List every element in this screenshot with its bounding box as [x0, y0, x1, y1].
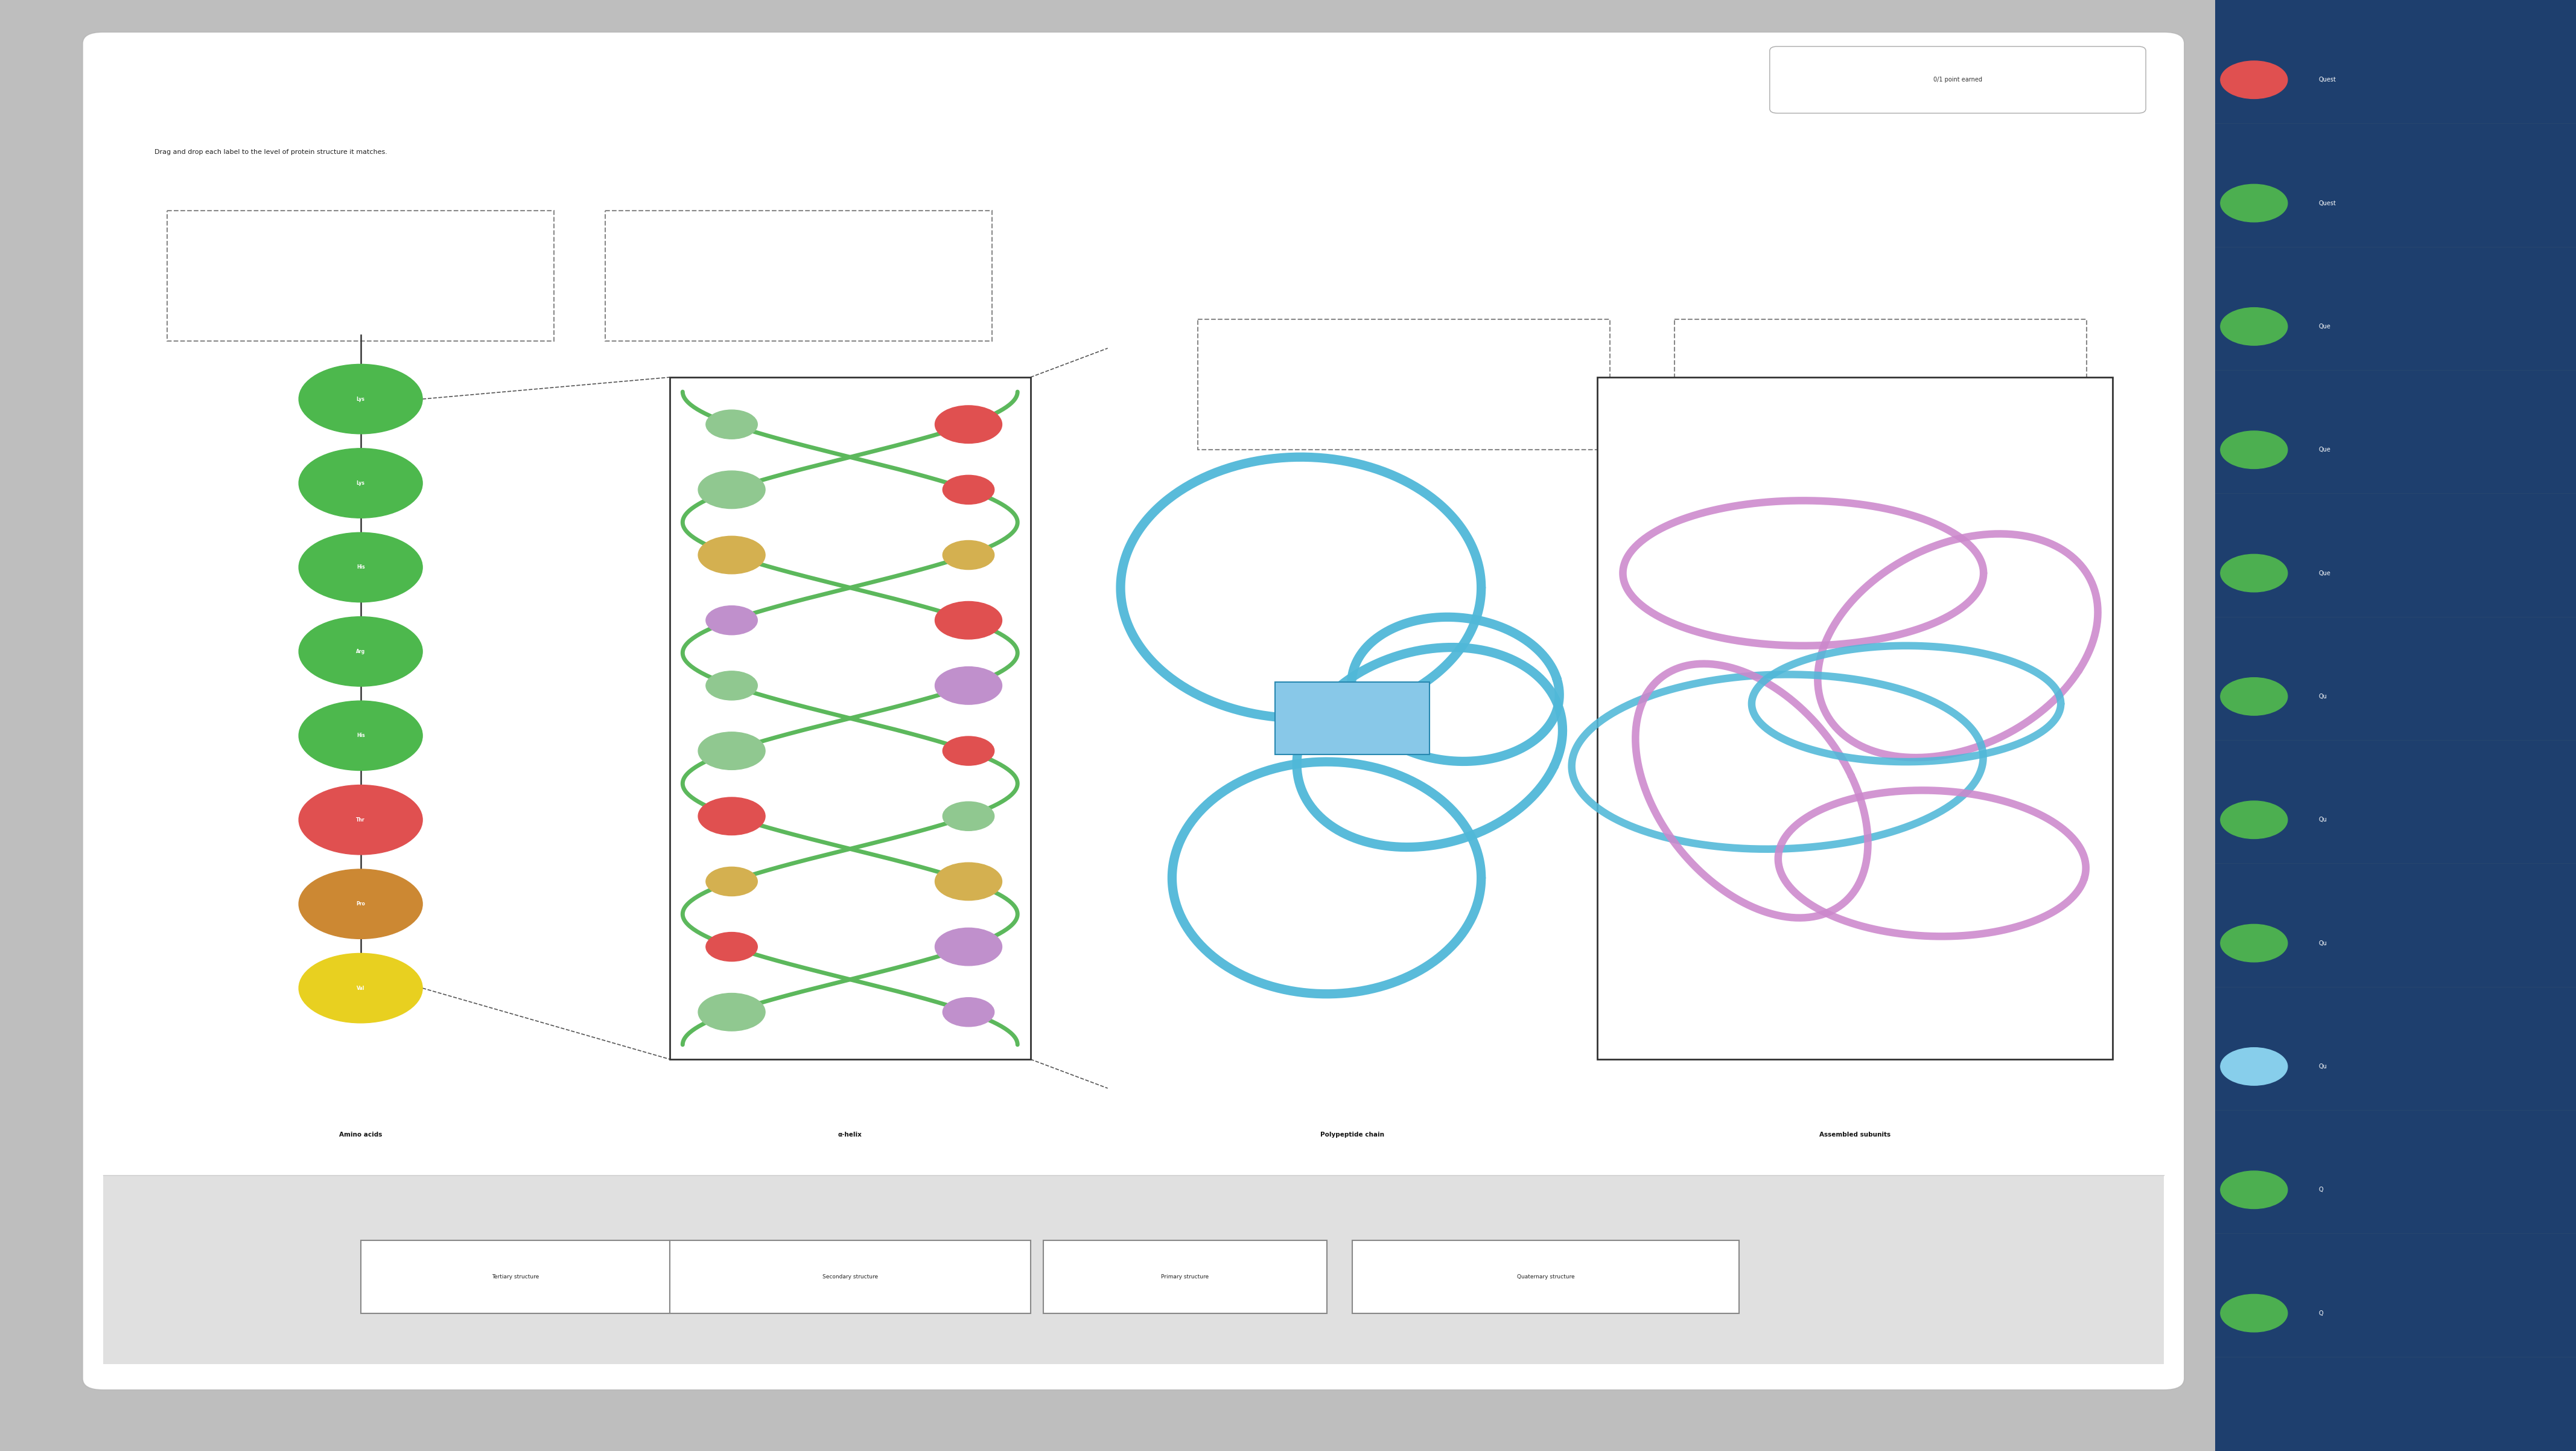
- Text: 0/1 point earned: 0/1 point earned: [1935, 77, 1981, 83]
- Circle shape: [299, 533, 422, 602]
- Bar: [670, 1241, 1030, 1313]
- Text: Qu: Qu: [2318, 817, 2326, 823]
- Circle shape: [2221, 184, 2287, 222]
- Text: Amino acids: Amino acids: [340, 1132, 381, 1138]
- Text: Q: Q: [2318, 1187, 2324, 1193]
- Text: Assembled subunits: Assembled subunits: [1819, 1132, 1891, 1138]
- Circle shape: [943, 540, 994, 569]
- Circle shape: [2221, 431, 2287, 469]
- Circle shape: [2221, 801, 2287, 839]
- Circle shape: [706, 607, 757, 636]
- Bar: [605, 210, 992, 341]
- Circle shape: [935, 862, 1002, 900]
- Text: Que: Que: [2318, 570, 2331, 576]
- Circle shape: [706, 866, 757, 895]
- Text: Que: Que: [2318, 447, 2331, 453]
- Text: Lys: Lys: [355, 396, 366, 402]
- Circle shape: [935, 405, 1002, 444]
- Circle shape: [935, 929, 1002, 966]
- Bar: [1275, 682, 1430, 755]
- Bar: [103, 1175, 2164, 1364]
- Circle shape: [2221, 1171, 2287, 1209]
- Bar: [1043, 1241, 1327, 1313]
- Text: Quest: Quest: [2318, 200, 2336, 206]
- Circle shape: [698, 992, 765, 1030]
- Text: Pro: Pro: [355, 901, 366, 907]
- Circle shape: [698, 798, 765, 834]
- Circle shape: [2221, 1048, 2287, 1085]
- Circle shape: [935, 666, 1002, 704]
- Circle shape: [299, 953, 422, 1023]
- Circle shape: [935, 601, 1002, 638]
- Circle shape: [299, 364, 422, 434]
- Circle shape: [2221, 61, 2287, 99]
- Circle shape: [698, 535, 765, 573]
- Text: Tertiary structure: Tertiary structure: [492, 1274, 538, 1280]
- Circle shape: [2221, 924, 2287, 962]
- Circle shape: [943, 998, 994, 1027]
- Circle shape: [943, 476, 994, 503]
- Text: Quest: Quest: [2318, 77, 2336, 83]
- Circle shape: [943, 736, 994, 766]
- Circle shape: [299, 701, 422, 770]
- Circle shape: [299, 785, 422, 855]
- Circle shape: [706, 932, 757, 961]
- Circle shape: [698, 470, 765, 508]
- Circle shape: [299, 869, 422, 939]
- Bar: [670, 377, 1030, 1059]
- Bar: [1352, 1241, 1739, 1313]
- Text: Quaternary structure: Quaternary structure: [1517, 1274, 1574, 1280]
- Circle shape: [299, 448, 422, 518]
- Text: Que: Que: [2318, 324, 2331, 329]
- Circle shape: [698, 731, 765, 769]
- Circle shape: [706, 409, 757, 438]
- Circle shape: [706, 670, 757, 699]
- Text: Drag and drop each label to the level of protein structure it matches.: Drag and drop each label to the level of…: [155, 149, 386, 155]
- Text: Qu: Qu: [2318, 1064, 2326, 1069]
- Circle shape: [299, 617, 422, 686]
- Bar: [167, 210, 554, 341]
- Text: Polypeptide chain: Polypeptide chain: [1321, 1132, 1383, 1138]
- Text: Secondary structure: Secondary structure: [822, 1274, 878, 1280]
- Circle shape: [2221, 1294, 2287, 1332]
- Text: His: His: [355, 564, 366, 570]
- Text: Qu: Qu: [2318, 940, 2326, 946]
- Text: Q: Q: [2318, 1310, 2324, 1316]
- Circle shape: [2221, 308, 2287, 345]
- FancyBboxPatch shape: [1770, 46, 2146, 113]
- Text: Thr: Thr: [355, 817, 366, 823]
- Circle shape: [2221, 554, 2287, 592]
- FancyBboxPatch shape: [82, 32, 2184, 1390]
- Text: Qu: Qu: [2318, 694, 2326, 699]
- Bar: [1674, 319, 2087, 450]
- Bar: [2215, 0, 2576, 1451]
- Text: α-helix: α-helix: [837, 1132, 863, 1138]
- Text: Primary structure: Primary structure: [1162, 1274, 1208, 1280]
- Text: His: His: [355, 733, 366, 739]
- Text: Arg: Arg: [355, 649, 366, 654]
- Circle shape: [2221, 678, 2287, 715]
- Text: Val: Val: [355, 985, 366, 991]
- Text: Lys: Lys: [355, 480, 366, 486]
- Bar: [1198, 319, 1610, 450]
- Bar: [1597, 377, 2112, 1059]
- Bar: [361, 1241, 670, 1313]
- Circle shape: [943, 801, 994, 830]
